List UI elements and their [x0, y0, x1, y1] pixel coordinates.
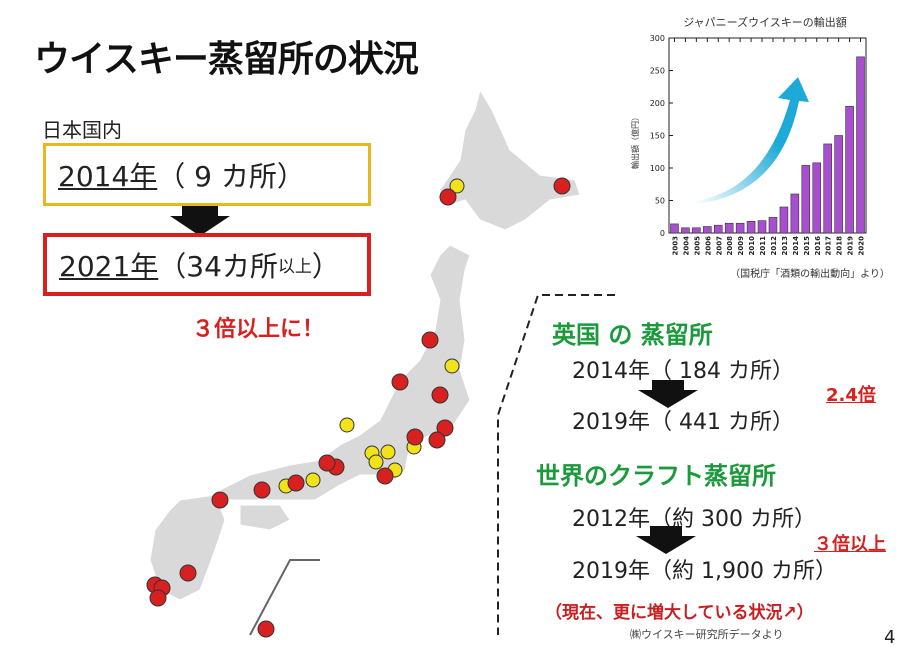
down-arrow-icon: [638, 380, 698, 408]
x-tick-label: 2016: [814, 236, 822, 256]
bar-2016: [812, 162, 822, 234]
bar-2018: [834, 135, 843, 234]
bar-2006: [703, 226, 712, 234]
page-title: ウイスキー蒸留所の状況: [34, 39, 419, 80]
x-tick-label: 2015: [803, 236, 811, 256]
x-tick-label: 2010: [748, 236, 756, 256]
export-chart: ジャパニーズウイスキーの輸出額 輸出額（億円） 0 50 100 150 200 250 3…: [630, 15, 890, 280]
bar-2019: [845, 105, 854, 234]
x-tick-label: 2005: [693, 236, 701, 256]
bar-2012: [768, 217, 778, 234]
distillery-dot-red: [179, 564, 197, 582]
distillery-dot-yellow: [449, 178, 465, 194]
bar-2011: [757, 220, 767, 234]
y-tick-label: 200: [650, 99, 665, 108]
y-tick-label: 150: [650, 132, 665, 141]
distillery-dot-red: [406, 428, 424, 446]
x-tick-label: 2008: [726, 236, 734, 256]
distillery-dot-red: [431, 386, 449, 404]
x-tick-label: 2020: [858, 236, 866, 256]
bar-2020: [856, 56, 865, 234]
box-2021: 2021年 （34カ所 以上）: [43, 233, 371, 296]
bar-2013: [779, 206, 789, 234]
distillery-dot-red: [318, 454, 336, 472]
distillery-dot-yellow: [444, 358, 460, 374]
bar-2003: [670, 223, 679, 234]
bar-2007: [713, 224, 723, 234]
distillery-dot-red: [287, 474, 305, 492]
dashed-divider: [497, 294, 615, 635]
distillery-dot-yellow: [339, 417, 355, 433]
y-tick-label: 100: [650, 164, 665, 173]
count-2014: （ 9 カ所）: [157, 159, 305, 193]
world-ratio: ３倍以上: [814, 534, 886, 555]
down-arrow-icon: [636, 526, 696, 554]
bar-2017: [823, 143, 832, 234]
distillery-dot-red: [428, 431, 446, 449]
x-tick-label: 2018: [836, 236, 844, 256]
chart-source: （国税庁「酒類の輸出動向」より）: [730, 267, 890, 280]
bar-2008: [724, 222, 734, 234]
uk-ratio: 2.4倍: [826, 385, 876, 406]
y-tick-label: 250: [650, 67, 665, 76]
world-source: ㈱ウイスキー研究所データより: [630, 628, 784, 641]
uk-heading: 英国 の 蒸留所: [552, 321, 713, 349]
x-tick-label: 2009: [737, 236, 745, 256]
world-note: （現在、更に増大している状況↗）: [545, 603, 814, 623]
x-tick-label: 2004: [682, 236, 690, 256]
count-2021-end: ）: [311, 249, 340, 283]
distillery-dot-red: [436, 419, 454, 437]
distillery-dot-red: [439, 188, 457, 206]
x-tick-label: 2012: [770, 236, 778, 256]
distillery-dot-red: [253, 481, 271, 499]
distillery-dot-red: [553, 177, 571, 195]
box-2014: 2014年（ 9 カ所）: [43, 143, 371, 206]
distillery-dot-red: [421, 331, 439, 349]
japan-map: [146, 88, 581, 638]
bar-2014: [790, 193, 800, 234]
distillery-dot-yellow: [380, 444, 396, 460]
x-tick-label: 2019: [847, 236, 855, 256]
down-arrow-icon: [170, 206, 230, 236]
year-2021: 2021年: [59, 249, 159, 283]
bar-2005: [692, 227, 701, 234]
year-2014: 2014年: [58, 159, 158, 193]
chart-ylabel: 輸出額（億円）: [630, 113, 640, 169]
y-tick-label: 50: [655, 197, 665, 206]
domestic-label: 日本国内: [42, 118, 122, 142]
x-tick-label: 2017: [825, 236, 833, 256]
distillery-dot-red: [211, 491, 229, 509]
count-2021: （34カ所: [158, 249, 278, 283]
x-tick-label: 2013: [781, 236, 789, 256]
chart-title: ジャパニーズウイスキーの輸出額: [683, 15, 847, 29]
count-2021-suffix: 以上: [277, 257, 312, 277]
y-tick-label: 300: [650, 34, 665, 43]
bar-2010: [746, 221, 756, 234]
x-tick-label: 2006: [704, 236, 712, 256]
distillery-dot-red: [257, 620, 275, 638]
distillery-dot-red: [149, 589, 167, 607]
page-number: 4: [884, 627, 896, 648]
bar-2004: [681, 227, 690, 234]
uk-2019: 2019年（ 441 カ所）: [572, 410, 794, 435]
world-2012: 2012年（約 300 カ所）: [572, 507, 816, 532]
distillery-dot-yellow: [368, 454, 384, 470]
x-tick-label: 2011: [759, 236, 767, 256]
growth-arrow-icon: [695, 77, 809, 204]
x-tick-label: 2014: [792, 236, 800, 256]
y-tick-label: 0: [660, 229, 665, 238]
bar-2015: [801, 165, 811, 234]
bar-2009: [735, 222, 745, 234]
distillery-dot-yellow: [305, 472, 321, 488]
world-2019: 2019年（約 1,900 カ所）: [572, 559, 837, 584]
uk-2014: 2014年（ 184 カ所）: [572, 359, 794, 384]
distillery-dot-red: [376, 467, 394, 485]
x-tick-label: 2007: [715, 236, 723, 256]
x-tick-label: 2003: [671, 236, 679, 256]
world-heading: 世界のクラフト蒸留所: [536, 462, 776, 490]
distillery-dot-red: [391, 373, 409, 391]
increase-text: ３倍以上に！: [192, 317, 325, 342]
